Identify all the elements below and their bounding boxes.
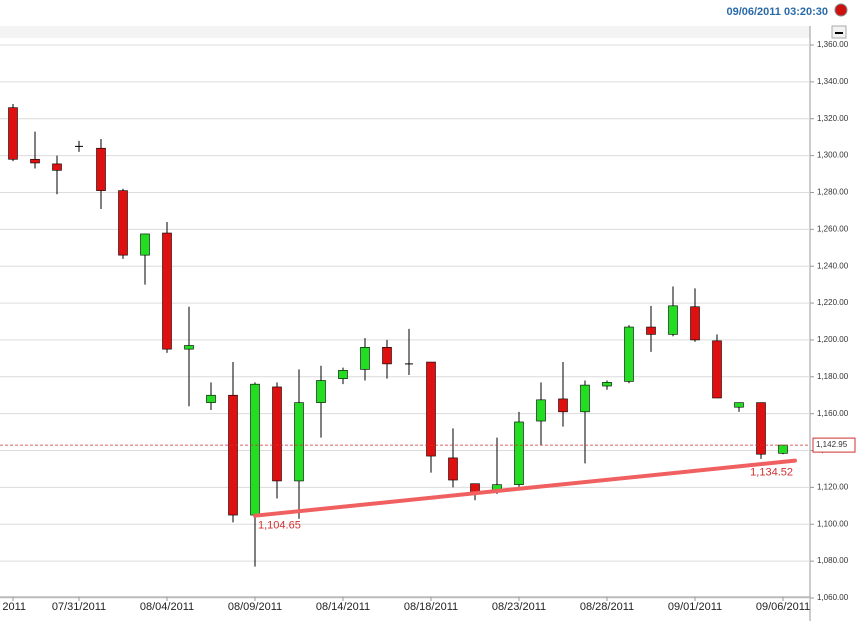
candle-body: [338, 370, 348, 379]
trendline-end-label: 1,134.52: [750, 467, 793, 479]
candle-body: [228, 394, 238, 516]
candle-body: [118, 190, 128, 256]
candle-body: [690, 306, 700, 341]
y-tick-label: 1,300.00: [817, 151, 849, 160]
y-tick-label: 1,260.00: [817, 224, 849, 233]
x-tick-label: 08/14/2011: [316, 601, 370, 613]
y-tick-label: 1,340.00: [817, 77, 849, 86]
y-tick-label: 1,080.00: [817, 556, 849, 565]
candle-body: [184, 345, 194, 350]
timestamp: 09/06/2011 03:20:30: [726, 6, 828, 18]
x-tick-label: 08/18/2011: [404, 601, 458, 613]
top-shade: [0, 26, 810, 38]
candle-body: [514, 421, 524, 485]
x-tick-label: 09/06/2011: [756, 601, 810, 613]
candle-body: [668, 305, 678, 335]
y-tick-label: 1,120.00: [817, 483, 849, 492]
candle-body: [778, 444, 788, 454]
y-tick-label: 1,180.00: [817, 372, 849, 381]
trendline: [253, 458, 797, 518]
marks: 1,142.95 1,104.65 1,134.52: [0, 103, 856, 567]
candle-body: [250, 383, 260, 516]
candle-body: [316, 380, 326, 403]
y-tick-label: 1,100.00: [817, 519, 849, 528]
x-tick-label: 08/23/2011: [492, 601, 546, 613]
y-tick-label: 1,060.00: [817, 593, 849, 602]
x-tick-label: 08/04/2011: [140, 601, 194, 613]
last-price-box: [812, 437, 856, 453]
candle-body: [52, 163, 62, 171]
y-tick-label: 1,320.00: [817, 114, 849, 123]
candle-body: [448, 457, 458, 481]
x-tick-label: 07/31/2011: [52, 601, 106, 613]
candle-body: [756, 402, 766, 455]
x-tick-label: 08/09/2011: [228, 601, 282, 613]
trendline-start-label: 1,104.65: [258, 520, 301, 532]
y-tick-label: 1,160.00: [817, 409, 849, 418]
x-tick-label: 09/01/2011: [668, 601, 722, 613]
y-tick-label: 1,240.00: [817, 261, 849, 270]
x-tick-label: 08/28/2011: [580, 601, 634, 613]
candle-body: [558, 398, 568, 413]
y-tick-label: 1,220.00: [817, 298, 849, 307]
status-icon[interactable]: [834, 3, 848, 17]
candle-body: [294, 402, 304, 482]
candle-body: [712, 340, 722, 399]
candle-body: [382, 347, 392, 365]
candle-body: [8, 107, 18, 160]
candle-body: [426, 361, 436, 457]
x-tick-label: 2011: [2, 601, 26, 613]
candle-body: [624, 326, 634, 382]
candle-body: [580, 384, 590, 413]
last-price-label: 1,142.95: [816, 440, 848, 449]
candle-body: [360, 347, 370, 370]
candle-body: [272, 386, 282, 482]
candle-body: [646, 326, 656, 335]
candle-body: [734, 402, 744, 408]
grid: 1,060.001,080.001,100.001,120.001,140.00…: [0, 40, 849, 613]
y-tick-label: 1,360.00: [817, 40, 849, 49]
candle-body: [30, 158, 40, 164]
y-tick-label: 1,200.00: [817, 335, 849, 344]
candle-body: [96, 147, 106, 191]
candle-body: [206, 394, 216, 403]
candle-body: [140, 233, 150, 256]
candle-body: [602, 382, 612, 387]
header-bar: [0, 0, 862, 26]
candle-body: [162, 232, 172, 350]
y-tick-label: 1,280.00: [817, 188, 849, 197]
candle-body: [536, 399, 546, 422]
